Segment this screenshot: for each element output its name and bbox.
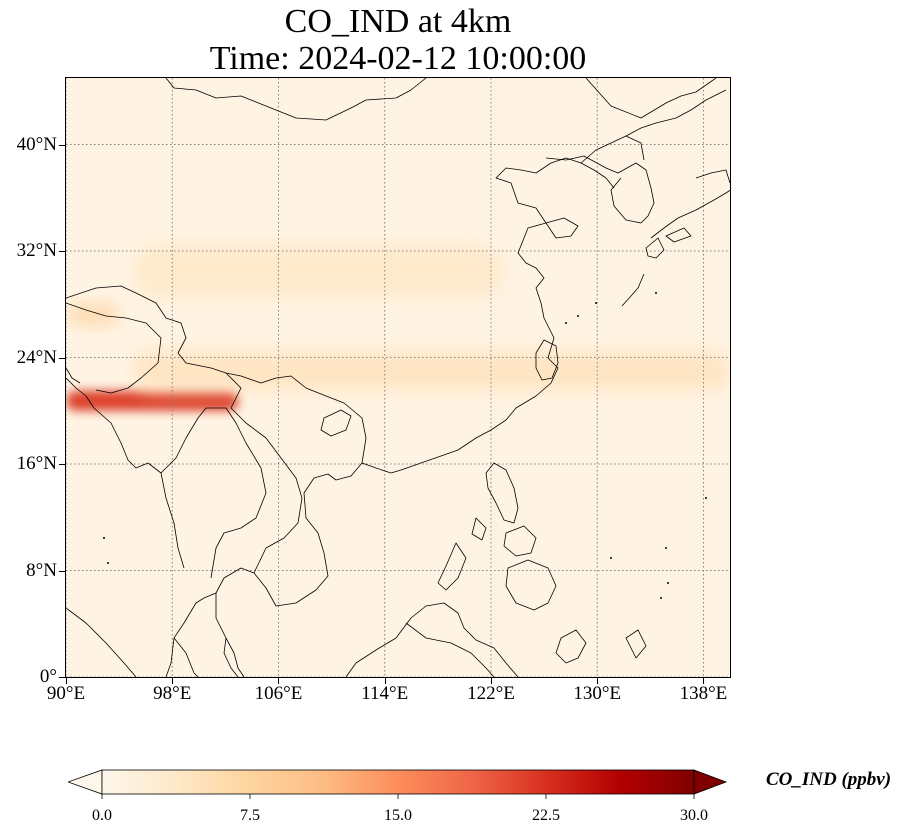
lon-tick-mark xyxy=(490,678,492,684)
japan-shikoku xyxy=(665,227,692,243)
lon-tick-label: 114°E xyxy=(361,683,409,704)
colorbar-tick-label: 15.0 xyxy=(384,807,412,824)
mindoro xyxy=(471,517,487,541)
lat-tick-mark xyxy=(59,464,65,466)
lon-tick-mark xyxy=(597,678,599,684)
lat-tick-label: 40°N xyxy=(16,133,57,155)
korea-border xyxy=(580,135,645,164)
tibet-india-border xyxy=(66,302,162,394)
china-coast-north xyxy=(361,167,559,474)
lon-tick-label: 90°E xyxy=(46,683,86,704)
colorbar-label: CO_IND (ppbv) xyxy=(766,769,892,790)
colorbar-ticks xyxy=(101,794,695,799)
lat-tick-label: 8°N xyxy=(26,559,57,581)
mongolia-border xyxy=(165,78,427,121)
korea-peninsula xyxy=(545,155,655,224)
lon-tick-label: 106°E xyxy=(254,683,303,704)
lat-tick-mark xyxy=(59,251,65,253)
gulf-of-thailand xyxy=(165,592,217,677)
borneo-coast xyxy=(345,602,519,677)
sulawesi xyxy=(555,629,587,664)
lat-tick-label: 0° xyxy=(39,666,57,687)
lat-tick-label: 32°N xyxy=(16,240,57,262)
gridlines xyxy=(66,78,730,677)
myanmar-coast xyxy=(66,377,185,569)
halmahera xyxy=(625,629,647,659)
lon-tick-label: 122°E xyxy=(467,683,515,704)
lat-tick-mark xyxy=(59,570,65,572)
lat-tick-label: 16°N xyxy=(16,453,57,475)
colorbar-extend-max xyxy=(693,769,728,795)
myanmar-plume-core xyxy=(66,390,239,411)
lon-tick-label: 98°E xyxy=(153,683,192,704)
small-islands xyxy=(103,292,707,599)
taiwan xyxy=(535,339,559,381)
colorbar-tick-label: 22.5 xyxy=(532,807,560,824)
colorbar-extend-min xyxy=(68,769,103,795)
map-title-line2: Time: 2024-02-12 10:00:00 xyxy=(209,40,587,77)
borneo-border xyxy=(405,622,495,677)
indochina-coast xyxy=(215,462,363,677)
china-border-south xyxy=(66,285,367,464)
concentration-field xyxy=(66,78,730,677)
thailand-border xyxy=(160,407,267,579)
lon-tick-mark xyxy=(66,678,67,684)
colorbar xyxy=(68,769,728,799)
northeast-border xyxy=(585,78,717,119)
palawan xyxy=(437,542,467,591)
coastlines xyxy=(66,78,730,677)
lon-tick-mark xyxy=(172,678,174,684)
colorbar-tick-label: 7.5 xyxy=(240,807,260,824)
luzon xyxy=(485,462,519,524)
map-panel[interactable] xyxy=(65,77,731,678)
map-canvas xyxy=(66,78,730,677)
lat-tick-label: 24°N xyxy=(16,346,57,368)
hainan xyxy=(320,409,352,437)
bangladesh-coast xyxy=(66,367,81,384)
lon-tick-mark xyxy=(703,678,705,684)
malay-peninsula xyxy=(173,637,199,677)
colorbar-tick-label: 0.0 xyxy=(92,807,112,824)
sichuan-eastern-band xyxy=(132,244,505,298)
sumatra xyxy=(66,607,137,677)
lat-tick-mark xyxy=(59,144,65,146)
mindanao xyxy=(505,559,557,611)
lat-tick-mark xyxy=(59,677,65,678)
lon-tick-label: 138°E xyxy=(679,683,728,704)
laos-vietnam-border xyxy=(225,372,303,574)
visayas xyxy=(503,525,537,557)
ryukyu xyxy=(621,273,645,307)
malay-east xyxy=(223,637,239,677)
colorbar-tick-label: 30.0 xyxy=(680,807,708,824)
japan-kyushu xyxy=(645,237,665,259)
japan-north xyxy=(695,169,730,184)
russia-coast xyxy=(625,89,727,137)
lon-tick-mark xyxy=(384,678,386,684)
colorbar-bar xyxy=(101,769,695,795)
shandong xyxy=(545,217,579,239)
map-title-line1: CO_IND at 4km xyxy=(284,3,512,40)
lat-tick-mark xyxy=(59,357,65,359)
indochina-transport-band xyxy=(132,350,730,391)
tibet-west-plume xyxy=(66,304,120,325)
japan-honshu xyxy=(650,178,730,239)
lon-tick-label: 130°E xyxy=(573,683,622,704)
lon-tick-mark xyxy=(278,678,280,684)
